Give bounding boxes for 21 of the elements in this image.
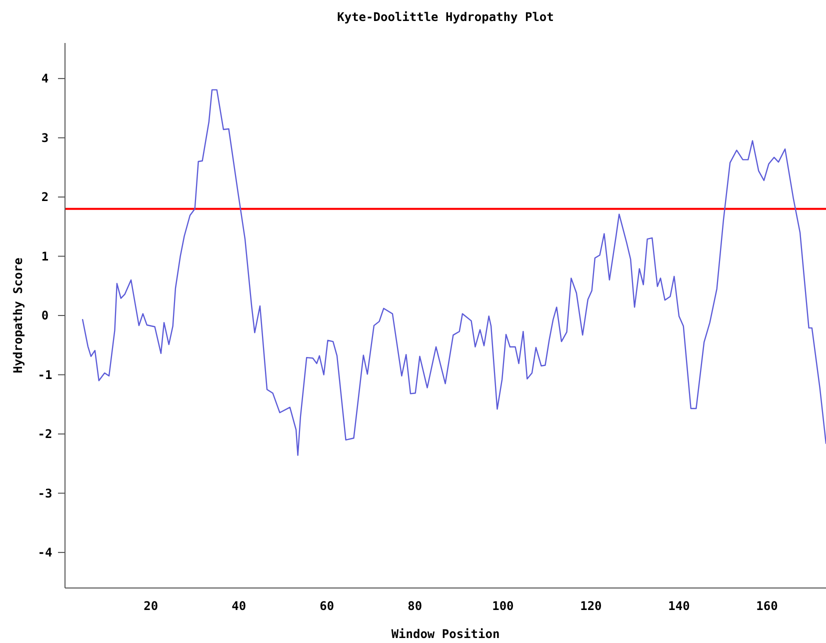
line-series: [82, 89, 826, 456]
x-tick-label: 20: [144, 599, 158, 613]
chart-title: Kyte-Doolittle Hydropathy Plot: [337, 10, 554, 24]
x-tick-label: 140: [668, 599, 690, 613]
y-tick-label: 1: [41, 249, 49, 264]
x-tick-label: 40: [232, 599, 246, 613]
x-axis-title: Window Position: [391, 627, 500, 641]
y-axis-title: Hydropathy Score: [11, 258, 25, 374]
x-tick-label: 60: [320, 599, 334, 613]
y-tick-label: -1: [38, 368, 52, 382]
x-tick-label: 80: [408, 599, 422, 613]
x-tick-label: 120: [580, 599, 602, 613]
y-tick-label: -3: [38, 486, 52, 500]
y-tick-label: 0: [41, 308, 49, 323]
y-tick-label: -2: [38, 427, 52, 442]
y-tick-label: 4: [41, 72, 49, 86]
x-tick-label: 100: [492, 599, 514, 613]
y-tick-label: 3: [41, 130, 49, 145]
y-tick-label: 2: [41, 190, 49, 204]
y-tick-label: -4: [38, 546, 52, 560]
x-tick-label: 160: [756, 599, 778, 613]
